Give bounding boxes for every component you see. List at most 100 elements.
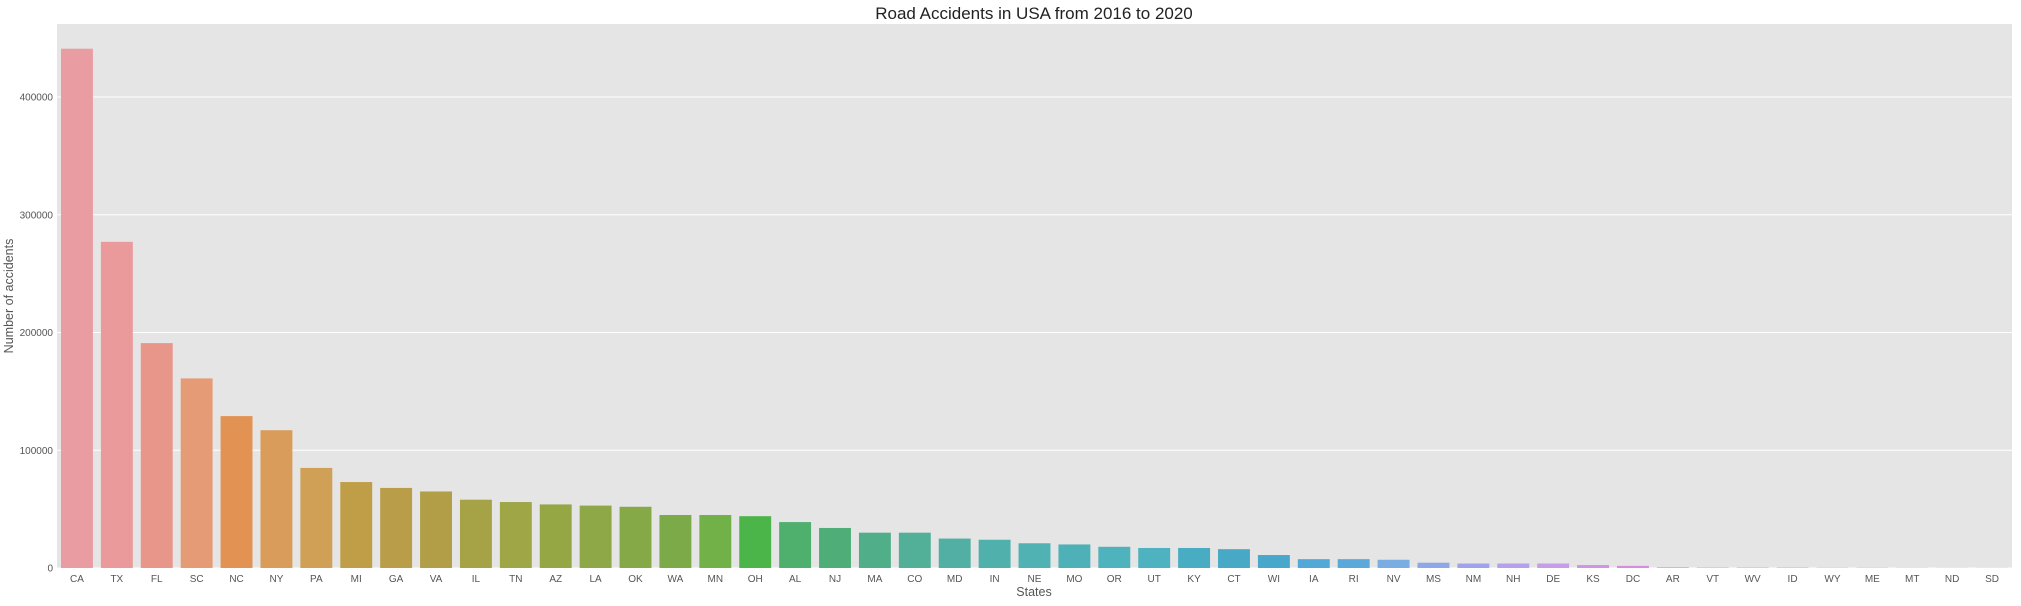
bar-ri: [1337, 559, 1370, 568]
x-tick-label: NY: [269, 574, 283, 585]
y-tick-labels: 0 100000 200000 300000 400000: [20, 93, 54, 575]
x-tick-label: VA: [430, 574, 443, 585]
x-tick-label: MT: [1905, 574, 1919, 585]
x-tick-label: DE: [1546, 574, 1560, 585]
bar-ct: [1218, 549, 1250, 568]
bar-al: [779, 522, 812, 568]
x-tick-label: VT: [1706, 574, 1719, 585]
bar-wi: [1257, 555, 1290, 568]
x-tick-label: MD: [947, 574, 963, 585]
y-tick-label: 100000: [20, 446, 54, 457]
bar-ma: [858, 532, 891, 568]
x-tick-label: TN: [509, 574, 522, 585]
x-tick-label: SC: [190, 574, 204, 585]
x-tick-label: MS: [1426, 574, 1441, 585]
bar-ar: [1656, 567, 1689, 568]
bar-fl: [140, 343, 173, 568]
x-tick-label: OH: [748, 574, 763, 585]
bar-tx: [100, 241, 133, 568]
bar-sc: [180, 378, 213, 568]
y-tick-label: 400000: [20, 93, 54, 104]
x-tick-label: AR: [1666, 574, 1680, 585]
x-tick-label: MO: [1066, 574, 1082, 585]
x-tick-label: NE: [1028, 574, 1042, 585]
x-axis-label: States: [1016, 585, 1051, 599]
x-tick-label: UT: [1148, 574, 1161, 585]
y-tick-label: 0: [47, 564, 53, 575]
x-tick-label: MI: [351, 574, 362, 585]
x-tick-label: NJ: [829, 574, 841, 585]
x-tick-label: CT: [1227, 574, 1240, 585]
x-tick-label: ME: [1865, 574, 1880, 585]
x-tick-label: IN: [990, 574, 1000, 585]
bar-la: [579, 505, 612, 568]
y-tick-label: 200000: [20, 328, 54, 339]
bar-ca: [60, 48, 93, 568]
y-axis-label: Number of accidents: [2, 239, 16, 354]
x-tick-label: WA: [668, 574, 684, 585]
x-tick-labels: CA TX FL SC NC NY PA MI GA VA IL TN AZ LA OK WA MN OH AL NJ…: [70, 574, 1999, 585]
x-tick-label: TX: [110, 574, 123, 585]
x-tick-label: OK: [628, 574, 643, 585]
bar-il: [459, 499, 492, 568]
x-tick-label: PA: [310, 574, 323, 585]
x-tick-label: WI: [1268, 574, 1280, 585]
x-tick-label: NM: [1466, 574, 1482, 585]
x-tick-label: LA: [590, 574, 603, 585]
x-tick-label: IA: [1309, 574, 1319, 585]
x-tick-label: GA: [389, 574, 404, 585]
bar-ne: [1018, 543, 1051, 568]
bar-co: [898, 532, 931, 568]
bar-nj: [819, 527, 851, 568]
bar-tn: [499, 502, 532, 568]
bar-mn: [699, 515, 732, 568]
x-tick-label: IL: [472, 574, 481, 585]
bar-az: [539, 504, 572, 568]
x-tick-label: OR: [1107, 574, 1122, 585]
bar-md: [938, 538, 971, 568]
x-tick-label: KY: [1187, 574, 1201, 585]
y-tick-label: 300000: [20, 210, 54, 221]
x-tick-label: MA: [867, 574, 882, 585]
bar-dc: [1617, 565, 1649, 568]
bar-nh: [1497, 563, 1530, 568]
plot-area: [57, 24, 2012, 568]
bar-ga: [380, 487, 413, 568]
x-tick-label: MN: [708, 574, 724, 585]
x-tick-label: CA: [70, 574, 84, 585]
x-tick-label: WV: [1745, 574, 1761, 585]
bar-nm: [1457, 563, 1490, 568]
x-tick-label: WY: [1824, 574, 1840, 585]
x-tick-label: ID: [1788, 574, 1798, 585]
bar-ny: [260, 430, 293, 568]
chart-title: Road Accidents in USA from 2016 to 2020: [875, 4, 1193, 23]
bar-mi: [340, 482, 373, 568]
bar-wa: [659, 515, 692, 568]
x-tick-label: AZ: [549, 574, 562, 585]
bar-in: [978, 539, 1011, 568]
bar-or: [1098, 546, 1131, 568]
bar-ok: [619, 506, 652, 568]
bar-ms: [1417, 562, 1450, 568]
x-tick-label: AL: [789, 574, 802, 585]
x-tick-label: DC: [1626, 574, 1640, 585]
bar-ia: [1297, 559, 1330, 568]
x-tick-label: KS: [1586, 574, 1600, 585]
x-tick-label: NH: [1506, 574, 1520, 585]
bars: [60, 48, 2009, 568]
x-tick-label: RI: [1349, 574, 1359, 585]
bar-mo: [1058, 544, 1091, 568]
bar-ut: [1138, 547, 1171, 568]
bar-ky: [1178, 547, 1211, 568]
bar-oh: [739, 516, 772, 568]
bar-ks: [1577, 565, 1610, 568]
x-tick-label: SD: [1985, 574, 1999, 585]
x-tick-label: FL: [151, 574, 163, 585]
bar-pa: [300, 467, 333, 568]
x-tick-label: ND: [1945, 574, 1959, 585]
x-tick-label: NC: [229, 574, 243, 585]
x-tick-label: CO: [907, 574, 922, 585]
bar-nv: [1377, 559, 1410, 568]
bar-de: [1537, 563, 1570, 568]
